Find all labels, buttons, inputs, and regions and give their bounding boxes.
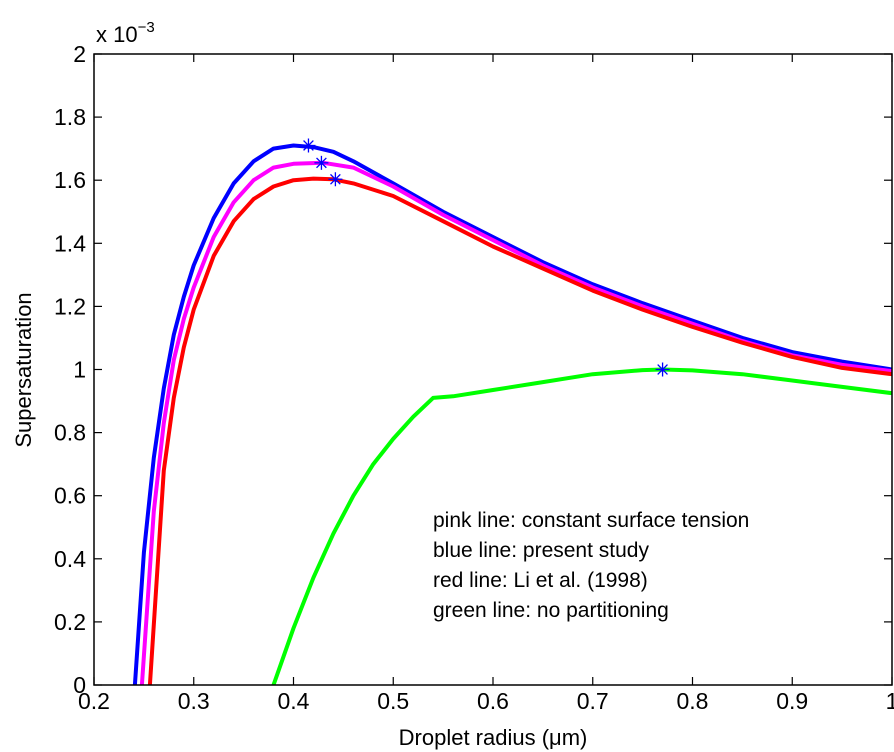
y-scale-exponent: −3 xyxy=(138,19,155,36)
x-axis-label: Droplet radius (μm) xyxy=(399,725,588,750)
y-tick-label: 1.8 xyxy=(54,104,86,130)
y-tick-label: 0 xyxy=(73,672,86,698)
x-tick-label: 0.9 xyxy=(776,688,808,714)
y-tick-label: 1.2 xyxy=(54,293,86,319)
x-tick-label: 0.5 xyxy=(377,688,409,714)
y-axis-label: Supersaturation xyxy=(11,292,36,447)
max-marker-0 xyxy=(301,138,316,153)
y-tick-label: 0.2 xyxy=(54,609,86,635)
annotation-green-line: green line: no partitioning xyxy=(433,599,669,622)
y-tick-label: 1.4 xyxy=(54,230,86,256)
series-line-0 xyxy=(132,143,892,685)
y-tick-label: 2 xyxy=(73,41,86,67)
x-tick-label: 1 xyxy=(886,688,894,714)
annotation-pink-line: pink line: constant surface tension xyxy=(433,509,749,532)
max-marker-2 xyxy=(328,172,343,187)
y-tick-label: 0.4 xyxy=(54,546,86,572)
markers-group xyxy=(301,138,670,377)
series-line-1 xyxy=(139,160,892,685)
y-scale-label: x 10−3 xyxy=(96,19,155,47)
x-tick-label: 0.2 xyxy=(78,688,110,714)
axis-ticks: 0.2 0.3 0.4 0.5 0.6 0.7 0.8 0.9 100.20.40.60.811… xyxy=(54,41,894,714)
series-line-3 xyxy=(271,367,892,685)
max-marker-1 xyxy=(314,155,329,170)
y-tick-label: 1 xyxy=(73,357,86,383)
x-tick-label: 0.7 xyxy=(577,688,609,714)
annotation-blue-line: blue line: present study xyxy=(433,539,649,562)
annotation-red-line: red line: Li et al. (1998) xyxy=(433,569,648,592)
y-tick-label: 1.6 xyxy=(54,167,86,193)
series-line-2 xyxy=(147,176,892,685)
plot-frame xyxy=(93,53,893,686)
x-tick-label: 0.6 xyxy=(477,688,509,714)
x-tick-label: 0.3 xyxy=(178,688,210,714)
x-tick-label: 0.8 xyxy=(677,688,709,714)
series-group xyxy=(132,143,892,685)
y-tick-label: 0.6 xyxy=(54,483,86,509)
max-marker-3 xyxy=(655,362,670,377)
y-tick-label: 0.8 xyxy=(54,420,86,446)
x-tick-label: 0.4 xyxy=(278,688,310,714)
